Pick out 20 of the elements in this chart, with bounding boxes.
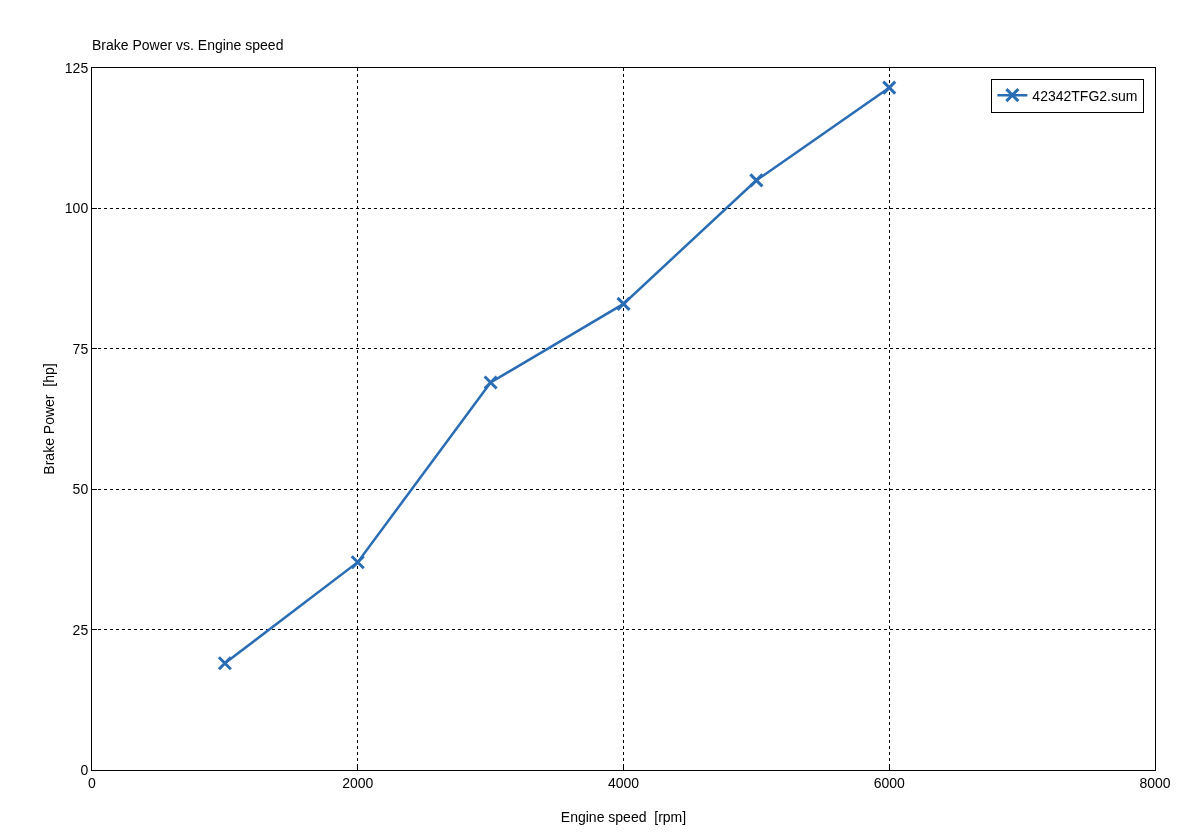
point (616, 296, 631, 312)
x-tick-label: 6000 (873, 774, 906, 791)
y-axis-title: Brake Power [hp] (41, 363, 57, 475)
x-axis-title: Engine speed [rpm] (560, 809, 687, 825)
y-tick-label: 75 (72, 340, 89, 357)
point (748, 172, 764, 188)
y-tick-label: 50 (72, 481, 89, 498)
y-tick-label: 125 (64, 59, 89, 76)
point (483, 375, 499, 390)
x-tick-label: 8000 (1139, 774, 1171, 791)
y-tick-label: 100 (64, 200, 89, 217)
x-tick-label: 4000 (607, 774, 640, 791)
y-tick-label: 25 (72, 621, 89, 638)
x-tick-label: 2000 (342, 774, 374, 791)
point (350, 554, 366, 570)
y-tick-label: 0 (80, 761, 89, 778)
chart-title: Brake Power vs. Engine speed (92, 37, 284, 53)
legend-label: 42342TFG2.sum (1032, 87, 1138, 104)
point (881, 80, 897, 96)
point (217, 655, 233, 671)
